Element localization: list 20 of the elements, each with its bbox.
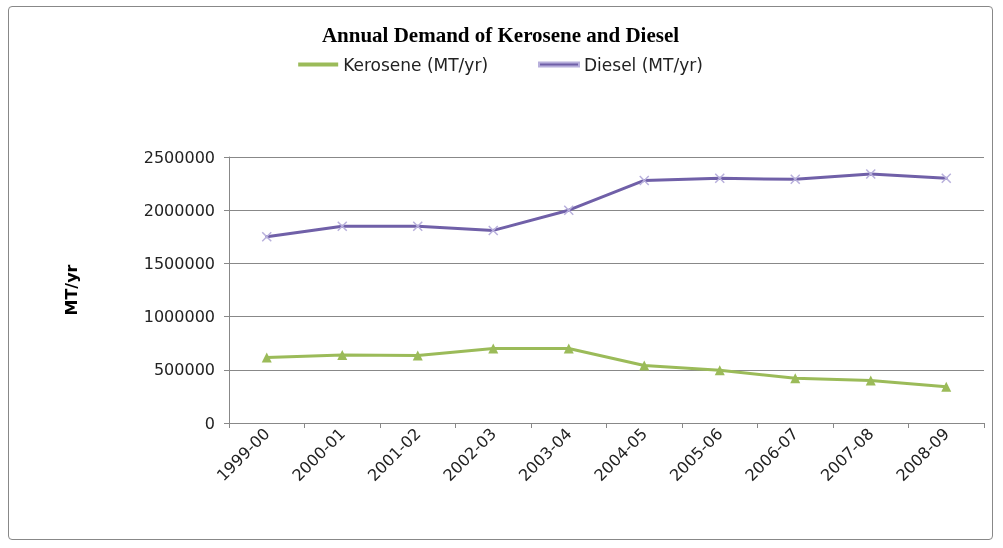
- point: [261, 352, 272, 363]
- legend-label: Diesel (MT/yr): [584, 54, 703, 75]
- chart-title: Annual Demand of Kerosene and Diesel: [321, 22, 680, 47]
- point: [563, 343, 574, 354]
- point: [790, 373, 801, 384]
- y-tick-label: 2500000: [143, 147, 215, 167]
- point: [941, 381, 952, 392]
- y-tick-label: 0: [204, 413, 215, 433]
- y-tick-label: 2000000: [143, 200, 215, 220]
- point: [337, 349, 348, 360]
- y-axis-title: MT/yr: [61, 264, 81, 316]
- y-tick-label: 1000000: [143, 307, 215, 327]
- legend-label: Kerosene (MT/yr): [343, 54, 489, 75]
- point: [714, 365, 725, 376]
- point: [488, 343, 499, 354]
- y-tick-label: 1500000: [143, 253, 215, 273]
- point: [639, 360, 650, 371]
- y-tick-label: 500000: [153, 360, 215, 380]
- point: [412, 350, 423, 361]
- point: [865, 375, 876, 386]
